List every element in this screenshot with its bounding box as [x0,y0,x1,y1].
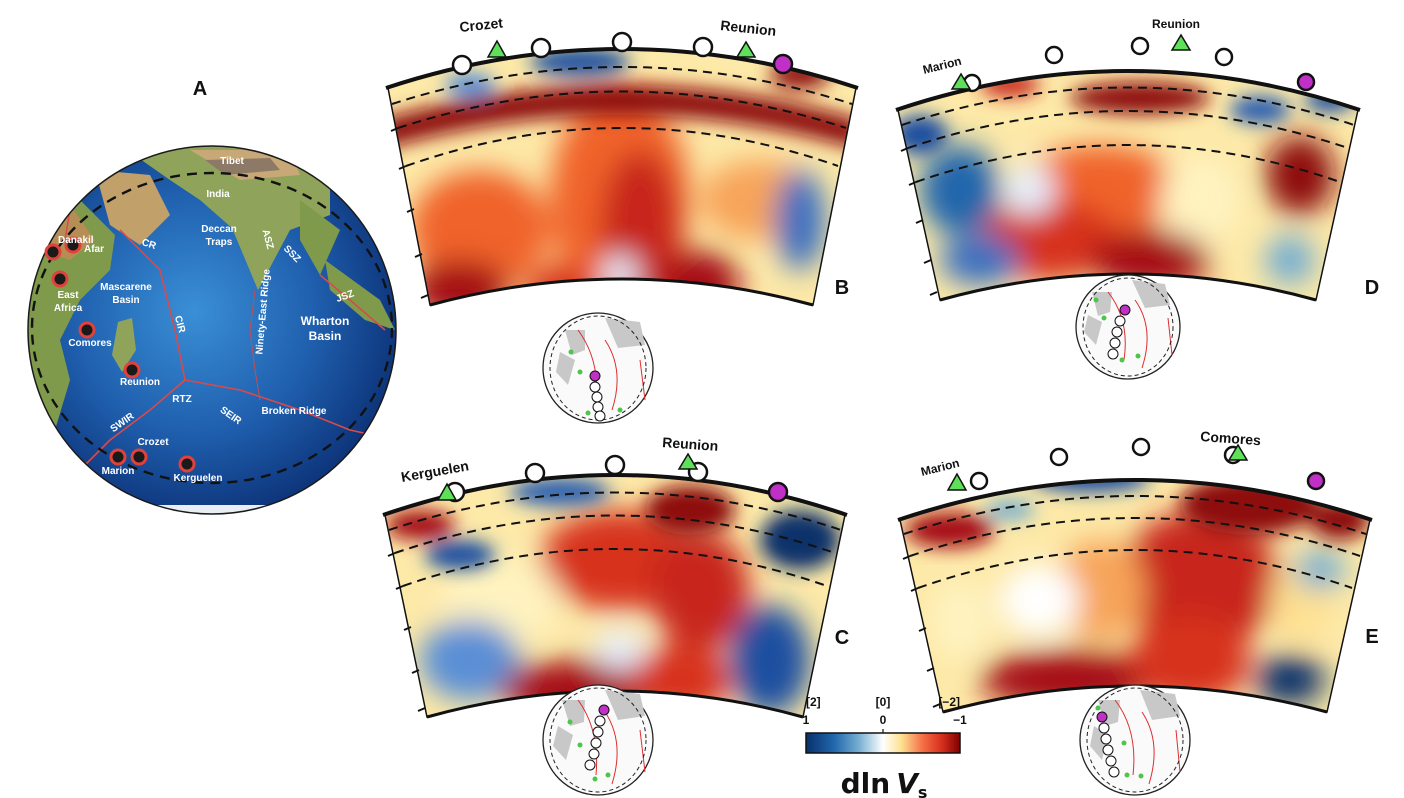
colorbar-bottom-tick-mid: 0 [880,713,887,727]
label-deccan: Deccan [201,224,237,235]
label-india: India [206,189,230,200]
label-rtz: RTZ [172,394,191,405]
tomography-section-c [382,452,848,719]
panel-label-e: E [1365,626,1378,648]
label-cir: CIR [172,315,187,335]
label-tibet: Tibet [220,156,244,167]
volcano-label-b-0: Crozet [459,14,504,35]
panel-label-a: A [193,78,207,100]
panel-label-b: B [835,277,849,299]
label-reunion: Reunion [120,377,160,388]
panel-label-d: D [1365,277,1379,299]
volcano-label-c-0: Kerguelen [400,457,470,485]
colorbar-top-tick-left: [2] [806,695,821,709]
colorbar-title-sub: s [918,783,928,798]
inset-globe-e [1079,684,1191,796]
colorbar-title-dln: dln [841,767,891,798]
label-wharton: Wharton [301,314,350,328]
volcano-label-d-0: Marion [921,54,963,77]
label-traps: Traps [206,237,233,248]
panel-label-c: C [835,627,849,649]
volcano-label-d-1: Reunion [1152,17,1200,31]
label-kerguelen: Kerguelen [174,473,223,484]
tomography-section-e [897,437,1373,714]
label-afar: Afar [84,244,104,255]
volcano-label-e-0: Marion [919,456,961,479]
label-africa: Africa [54,303,83,314]
label-mascarene-basin: Basin [112,295,139,306]
colorbar-top-tick-mid: [0] [876,695,891,709]
label-broken-ridge: Broken Ridge [261,406,326,417]
colorbar-title: dln Vs [841,767,928,798]
label-comores: Comores [68,338,112,349]
tomography-section-b [385,31,859,307]
volcano-label-b-1: Reunion [720,17,777,39]
colorbar: [2] [0] [−2] 1 0 −1 dln Vs [803,695,968,798]
label-mascarene: Mascarene [100,282,152,293]
inset-globe-d [1075,274,1181,380]
colorbar-bottom-tick-right: −1 [953,713,967,727]
label-crozet: Crozet [137,437,169,448]
volcano-label-e-1: Comores [1200,428,1262,448]
colorbar-top-tick-right: [−2] [938,695,960,709]
volcano-label-c-1: Reunion [662,434,719,454]
label-marion: Marion [102,466,135,477]
label-east: East [57,290,79,301]
label-wharton-basin: Basin [309,329,342,343]
inset-globe-c [542,684,654,796]
label-cr: CR [140,237,158,252]
tomography-section-d [895,33,1361,302]
inset-globe-b [542,312,654,424]
colorbar-bottom-tick-left: 1 [803,713,810,727]
globe-hotspots [44,236,196,473]
colorbar-title-var: V [896,767,920,798]
label-danakil: Danakil [58,235,94,246]
label-asz: ASZ [260,228,276,250]
